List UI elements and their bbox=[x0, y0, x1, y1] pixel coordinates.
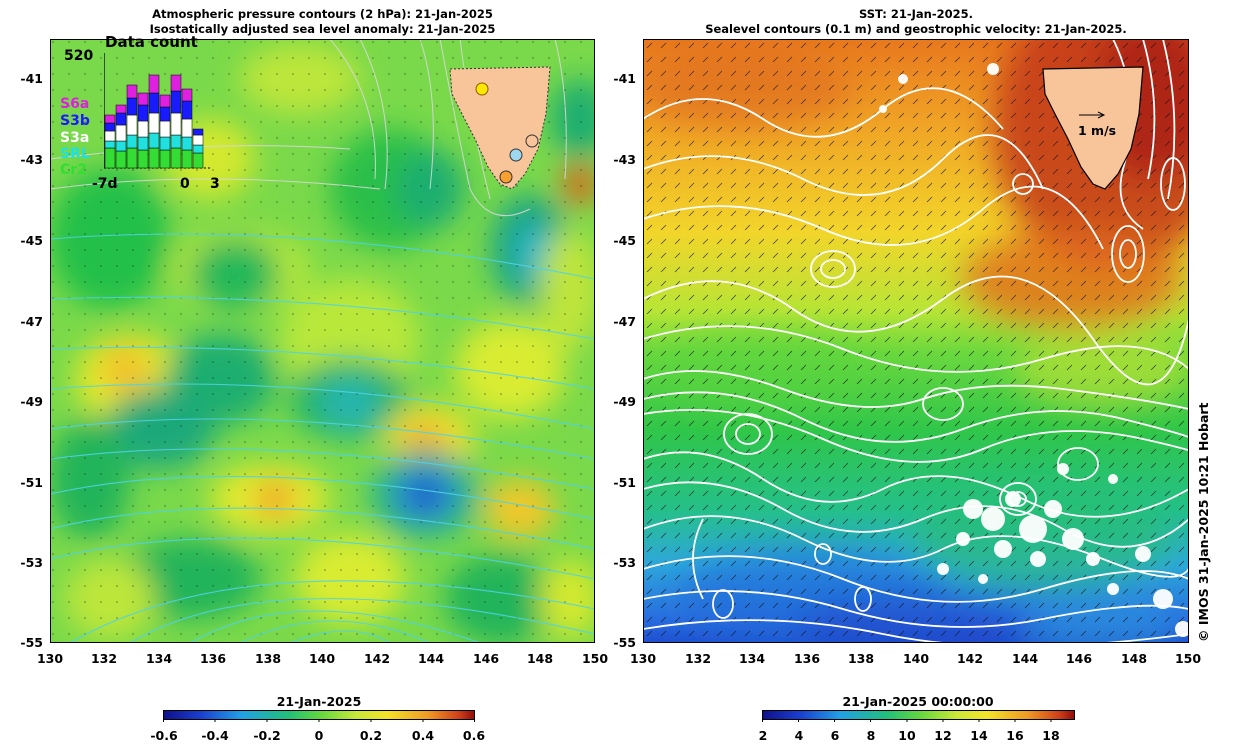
right-lon-tick-134: 134 bbox=[738, 651, 766, 666]
right-lon-tick-138: 138 bbox=[847, 651, 875, 666]
left-lon-tick-142: 142 bbox=[363, 651, 391, 666]
right-lat-tick-47: -47 bbox=[613, 314, 636, 329]
data-count-bars bbox=[104, 53, 212, 169]
left-lon-tick-138: 138 bbox=[254, 651, 282, 666]
legend-s3a: S3a bbox=[60, 130, 90, 146]
right-title-line1: SST: 21-Jan-2025. bbox=[858, 7, 974, 21]
right-cb-tick-6: 6 bbox=[830, 728, 840, 743]
left-lon-tick-136: 136 bbox=[199, 651, 227, 666]
left-cb-tick-minus06: -0.6 bbox=[150, 728, 178, 743]
right-cb-tick-18: 18 bbox=[1042, 728, 1060, 743]
left-lon-tick-148: 148 bbox=[526, 651, 554, 666]
right-lat-tick-51: -51 bbox=[613, 475, 636, 490]
right-lon-tick-132: 132 bbox=[684, 651, 712, 666]
right-title-line2: Sealevel contours (0.1 m) and geostrophi… bbox=[705, 22, 1127, 36]
right-cb-tick-10: 10 bbox=[898, 728, 916, 743]
imos-credit: © IMOS 31-Jan-2025 10:21 Hobart bbox=[1196, 402, 1211, 642]
right-cb-tick-14: 14 bbox=[970, 728, 988, 743]
right-lon-tick-148: 148 bbox=[1120, 651, 1148, 666]
left-colorbar bbox=[163, 710, 475, 722]
right-colorbar-title: 21-Jan-2025 00:00:00 bbox=[842, 694, 994, 709]
left-lat-tick-49: -49 bbox=[20, 394, 43, 409]
left-lon-tick-130: 130 bbox=[36, 651, 64, 666]
left-lat-tick-53: -53 bbox=[20, 555, 43, 570]
right-lon-tick-130: 130 bbox=[629, 651, 657, 666]
right-lat-tick-55: -55 bbox=[613, 635, 636, 650]
inset-x-0: 0 bbox=[180, 176, 190, 192]
left-colorbar-title: 21-Jan-2025 bbox=[276, 694, 362, 709]
right-lon-tick-146: 146 bbox=[1065, 651, 1093, 666]
legend-s3b: S3b bbox=[60, 113, 90, 129]
left-cb-tick-06: 0.6 bbox=[462, 728, 486, 743]
left-cb-tick-minus04: -0.4 bbox=[201, 728, 229, 743]
left-cb-tick-0: 0 bbox=[314, 728, 324, 743]
inset-x-minus7d: -7d bbox=[92, 176, 118, 192]
legend-s6a: S6a bbox=[60, 96, 90, 112]
left-lon-tick-132: 132 bbox=[90, 651, 118, 666]
left-lat-tick-45: -45 bbox=[20, 233, 43, 248]
left-lat-tick-43: -43 bbox=[20, 152, 43, 167]
left-lat-tick-51: -51 bbox=[20, 475, 43, 490]
right-cb-tick-8: 8 bbox=[866, 728, 876, 743]
legend-srl: SRL bbox=[60, 146, 90, 162]
left-lon-tick-144: 144 bbox=[417, 651, 445, 666]
left-lat-tick-55: -55 bbox=[20, 635, 43, 650]
right-lat-tick-43: -43 bbox=[613, 152, 636, 167]
right-lat-tick-41: -41 bbox=[613, 71, 636, 86]
sst-map bbox=[643, 39, 1189, 643]
right-colorbar bbox=[762, 710, 1075, 722]
right-lon-tick-144: 144 bbox=[1011, 651, 1039, 666]
right-lat-tick-49: -49 bbox=[613, 394, 636, 409]
legend-cr2: Cr2 bbox=[60, 162, 87, 178]
right-cb-tick-2: 2 bbox=[758, 728, 768, 743]
right-lat-tick-53: -53 bbox=[613, 555, 636, 570]
left-cb-tick-04: 0.4 bbox=[411, 728, 435, 743]
right-cb-tick-12: 12 bbox=[934, 728, 952, 743]
velocity-scale-label: 1 m/s bbox=[1078, 123, 1117, 138]
left-title-line1: Atmospheric pressure contours (2 hPa): 2… bbox=[152, 7, 493, 21]
inset-title: Data count bbox=[105, 33, 198, 51]
right-cb-tick-4: 4 bbox=[794, 728, 804, 743]
right-lon-tick-142: 142 bbox=[956, 651, 984, 666]
inset-ymax: 520 bbox=[64, 48, 94, 64]
sea-level-anomaly-map bbox=[50, 39, 595, 643]
right-lat-tick-45: -45 bbox=[613, 233, 636, 248]
left-cb-tick-minus02: -0.2 bbox=[253, 728, 281, 743]
data-count-inset: Data count 520 S6a S3b S3a SRL Cr2 bbox=[50, 33, 220, 192]
right-lon-tick-140: 140 bbox=[902, 651, 930, 666]
left-lon-tick-140: 140 bbox=[308, 651, 336, 666]
inset-x-3: 3 bbox=[210, 176, 220, 192]
left-lon-tick-146: 146 bbox=[472, 651, 500, 666]
left-title-line2: Isostatically adjusted sea level anomaly… bbox=[149, 22, 496, 36]
left-lon-tick-150: 150 bbox=[581, 651, 609, 666]
right-lon-tick-136: 136 bbox=[793, 651, 821, 666]
left-lon-tick-134: 134 bbox=[145, 651, 173, 666]
right-lon-tick-150: 150 bbox=[1174, 651, 1202, 666]
right-cb-tick-16: 16 bbox=[1006, 728, 1024, 743]
left-lat-tick-41: -41 bbox=[20, 71, 43, 86]
left-lat-tick-47: -47 bbox=[20, 314, 43, 329]
left-cb-tick-02: 0.2 bbox=[359, 728, 383, 743]
